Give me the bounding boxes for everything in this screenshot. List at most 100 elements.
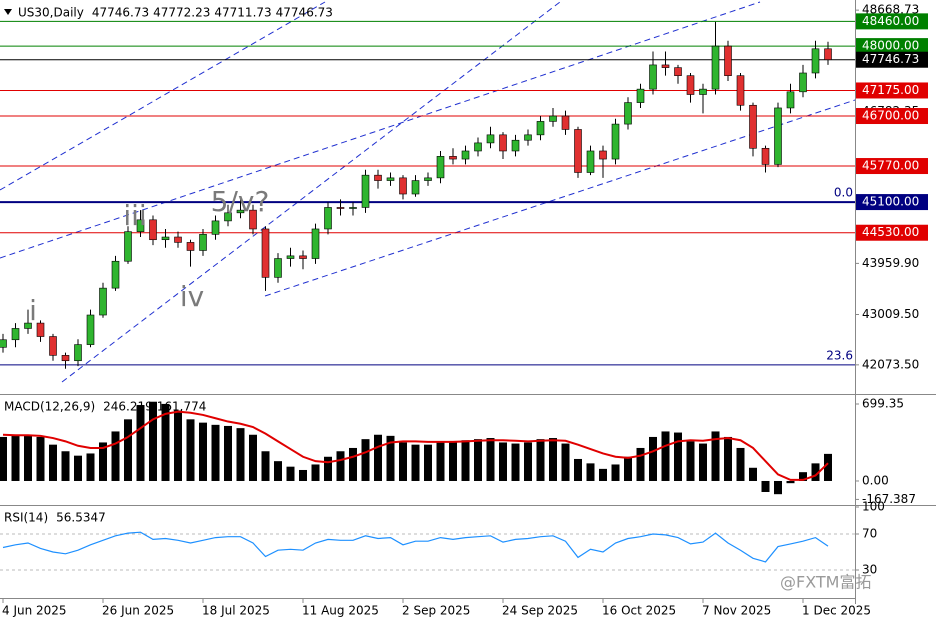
rsi-line	[2, 531, 829, 563]
candle-body	[649, 64, 657, 90]
candle-body	[786, 91, 795, 109]
macd-bar	[611, 464, 620, 481]
level-label: 45770.00	[862, 159, 919, 173]
macd-bar	[461, 440, 470, 481]
candle-body	[336, 207, 345, 209]
fib-label: 0.0	[834, 186, 853, 200]
macd-bar	[636, 447, 645, 481]
panel-title: RSI(14)	[4, 511, 48, 525]
candle-body	[324, 207, 332, 230]
macd-bar	[549, 438, 557, 481]
macd-bar	[324, 456, 332, 481]
candle-body	[174, 236, 182, 243]
macd-bar	[136, 405, 145, 481]
wave-label: iv	[180, 280, 204, 313]
x-tick-label: 26 Jun 2025	[102, 604, 174, 618]
macd-bar	[386, 435, 395, 481]
level-box	[856, 38, 928, 55]
macd-bar	[299, 469, 307, 481]
macd-bar	[424, 444, 432, 481]
x-tick-label: 11 Aug 2025	[302, 604, 379, 618]
candle-body	[774, 107, 782, 165]
macd-bar	[711, 431, 720, 481]
level-label: 45100.00	[862, 195, 919, 209]
level-label: 48460.00	[862, 14, 919, 28]
candle-body	[636, 88, 645, 103]
candle-body	[586, 150, 595, 173]
candle-body	[224, 212, 232, 222]
macd-bar	[111, 431, 120, 481]
macd-bar	[436, 441, 445, 481]
x-tick-label: 1 Dec 2025	[802, 604, 871, 618]
macd-bar	[761, 480, 770, 492]
macd-bar	[49, 444, 57, 481]
candle-body	[161, 236, 170, 241]
fib-label: 23.6	[826, 348, 853, 362]
macd-bar	[186, 419, 195, 481]
candle-body	[661, 64, 670, 68]
macd-bar	[236, 428, 245, 481]
macd-bar	[211, 424, 220, 481]
candle-body	[111, 260, 120, 289]
macd-bar	[311, 464, 320, 481]
candle-body	[599, 150, 607, 160]
candle-body	[199, 234, 207, 251]
y-tick-label: 0.00	[862, 473, 889, 487]
candle-body	[511, 139, 520, 152]
macd-bar	[524, 442, 532, 481]
candle-body	[574, 129, 582, 173]
candle-body	[299, 255, 307, 259]
macd-bar	[574, 458, 582, 481]
candle-body	[811, 48, 820, 74]
candle-body	[11, 328, 20, 341]
macd-bar	[736, 447, 745, 481]
y-tick-label: 43959.90	[862, 256, 919, 270]
candle-body	[749, 104, 757, 149]
macd-bar	[586, 463, 595, 481]
level-box	[856, 82, 928, 99]
candle-body	[399, 177, 407, 195]
x-tick-label: 7 Nov 2025	[702, 604, 771, 618]
candle-body	[474, 142, 482, 152]
candle-body	[286, 255, 295, 259]
candle-body	[49, 336, 57, 356]
candle-body	[761, 147, 770, 165]
macd-bar	[61, 451, 70, 481]
macd-bar	[561, 443, 570, 481]
y-tick-label: 30	[862, 563, 877, 577]
candle-body	[61, 355, 70, 362]
level-label: 48000.00	[862, 39, 919, 53]
level-label: 44530.00	[862, 225, 919, 239]
macd-bar	[374, 434, 382, 481]
wave-label: i	[29, 294, 37, 327]
candle-body	[799, 72, 807, 93]
macd-bar	[699, 443, 707, 481]
header-value: 47772.23	[153, 6, 210, 20]
macd-bar	[199, 422, 207, 481]
candle-body	[411, 180, 420, 195]
x-tick-label: 18 Jul 2025	[202, 604, 270, 618]
candle-body	[149, 219, 157, 241]
trend-lines	[0, 1, 856, 383]
level-box	[856, 224, 928, 241]
candle-body	[186, 242, 195, 251]
macd-bar	[361, 439, 370, 481]
candle-body	[611, 123, 620, 160]
candle-body	[74, 344, 82, 362]
candle-body	[724, 45, 732, 76]
level-box	[856, 13, 928, 30]
macd-bar	[99, 442, 107, 481]
macd-bar	[624, 456, 632, 481]
macd-bar	[661, 431, 670, 481]
x-tick-label: 24 Sep 2025	[502, 604, 578, 618]
menu-triangle	[4, 9, 12, 15]
macd-bar	[536, 439, 545, 481]
candle-body	[261, 228, 270, 278]
header-value: 47711.73	[214, 6, 271, 20]
candle-body	[624, 102, 632, 125]
level-box	[856, 158, 928, 175]
macd-bar	[336, 451, 345, 481]
candle-body	[449, 156, 457, 160]
level-label: 46700.00	[862, 109, 919, 123]
